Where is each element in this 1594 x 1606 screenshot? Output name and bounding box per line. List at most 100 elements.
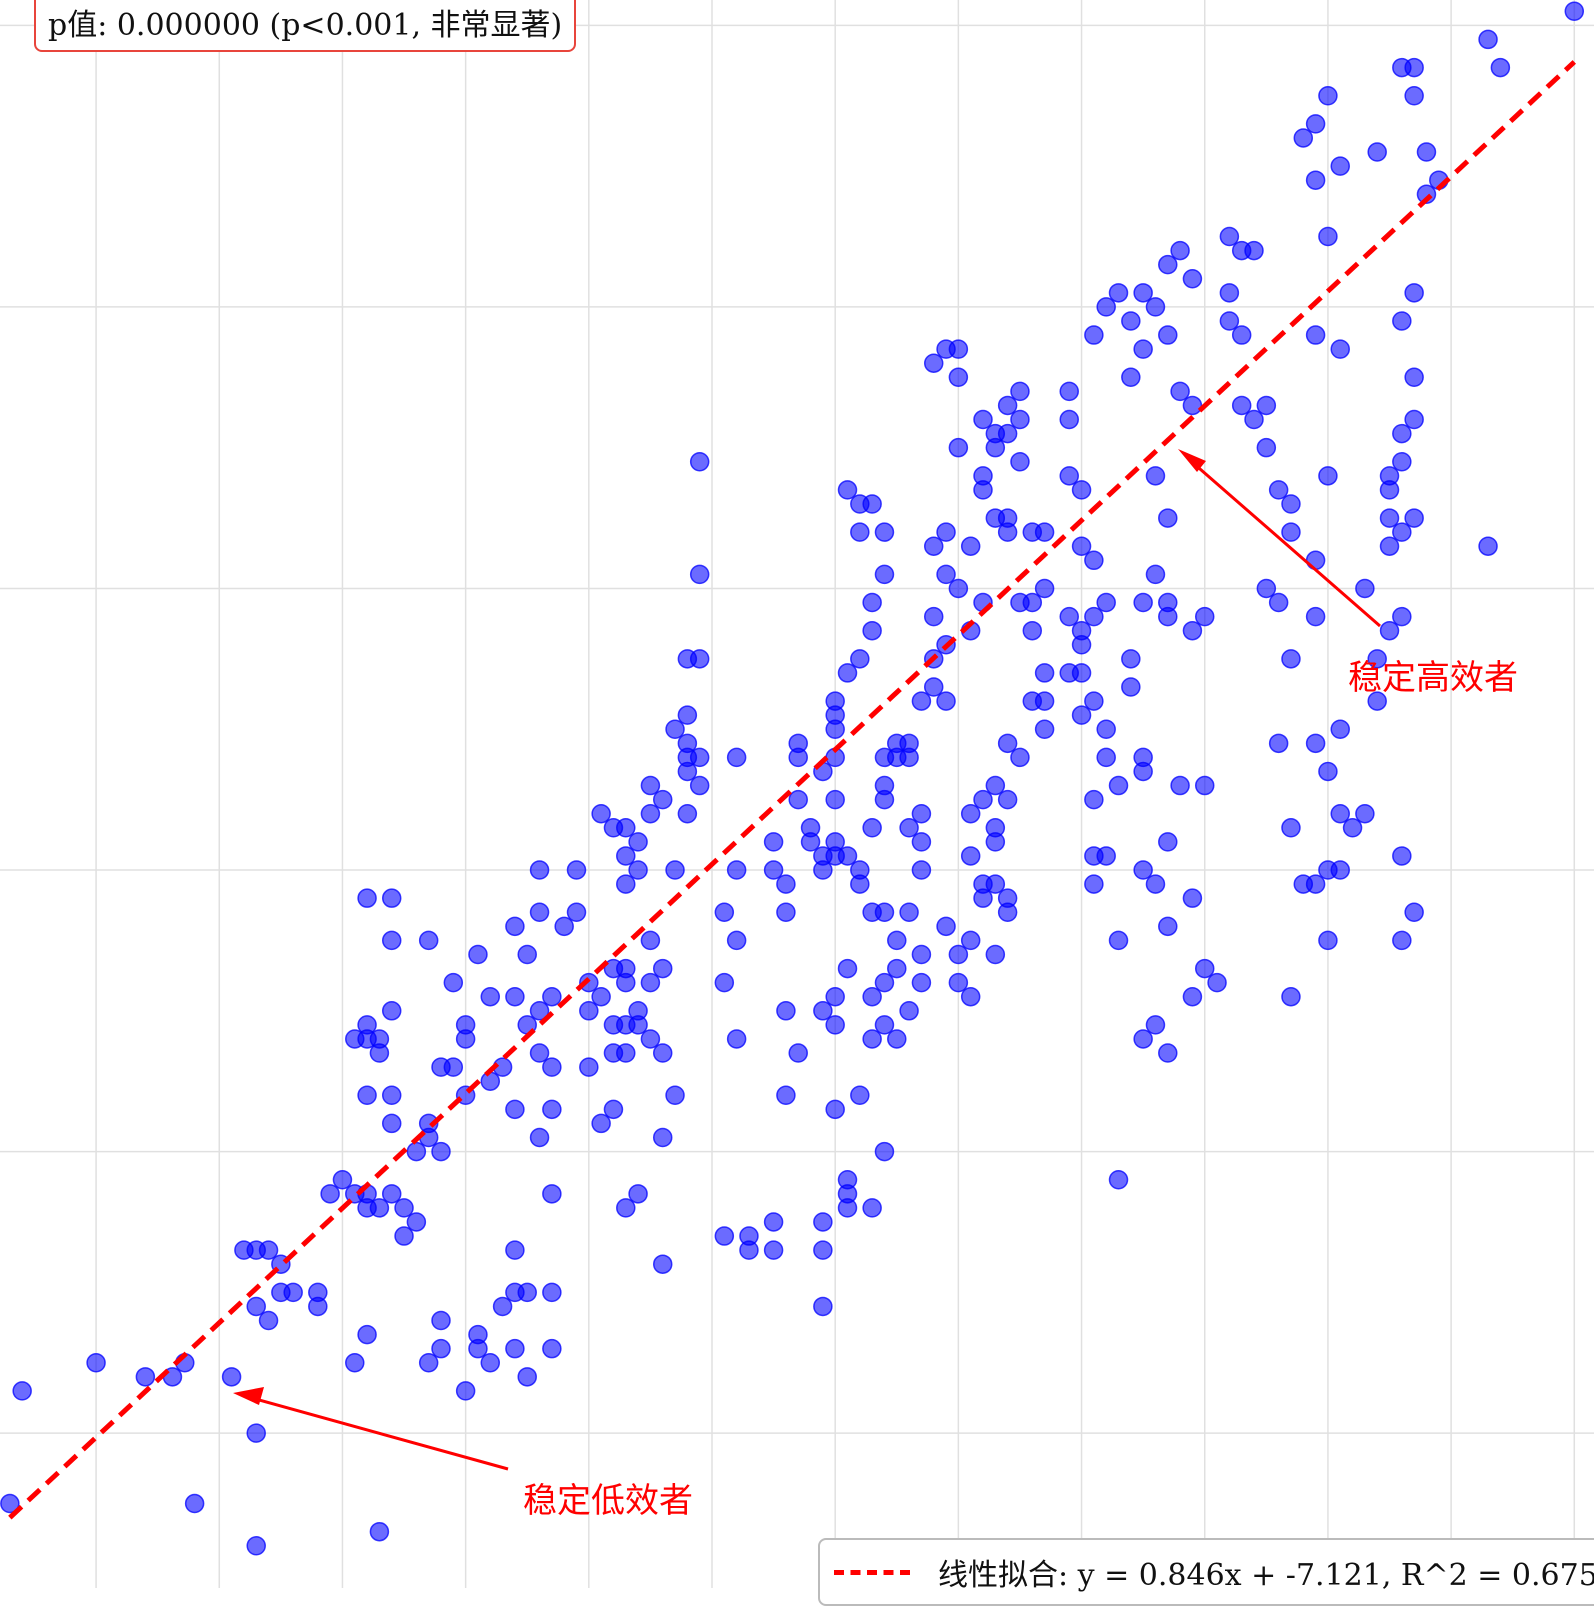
data-point	[357, 1324, 377, 1345]
data-point	[1158, 325, 1178, 345]
data-point	[1059, 381, 1079, 402]
data-point	[616, 1198, 636, 1218]
data-point	[1244, 409, 1264, 430]
data-point	[1392, 846, 1412, 866]
data-point	[640, 803, 661, 824]
data-point	[899, 747, 919, 768]
data-point	[677, 803, 698, 824]
data-point	[960, 803, 981, 824]
data-point	[837, 958, 858, 979]
data-point	[874, 1141, 895, 1162]
data-point	[887, 1029, 907, 1049]
data-point	[973, 789, 993, 810]
data-point	[973, 888, 993, 908]
data-point	[1305, 170, 1326, 190]
data-point	[1182, 268, 1203, 289]
data-point	[369, 1043, 390, 1063]
data-point	[985, 944, 1006, 965]
data-point	[652, 1254, 673, 1274]
data-point	[1268, 733, 1289, 754]
data-point	[406, 1141, 427, 1162]
data-point	[874, 972, 895, 993]
data-point	[1034, 578, 1055, 599]
data-point	[1219, 311, 1240, 331]
data-point	[1330, 719, 1350, 739]
data-point	[246, 1423, 266, 1443]
data-point	[431, 1141, 451, 1162]
data-point	[652, 1127, 673, 1148]
data-point	[1281, 818, 1301, 838]
data-point	[1133, 339, 1153, 359]
data-point	[1194, 775, 1215, 796]
legend-fit-label: 线性拟合: y = 0.846x + -7.121, R^2 = 0.675	[938, 1558, 1594, 1593]
data-point	[1305, 550, 1326, 571]
data-point	[985, 874, 1006, 894]
data-point	[640, 930, 661, 951]
data-point	[468, 1338, 488, 1359]
data-point	[936, 691, 956, 711]
data-point	[1318, 761, 1338, 782]
data-point	[776, 1085, 796, 1106]
data-point	[837, 663, 858, 683]
data-point	[874, 1015, 895, 1035]
data-point	[1170, 775, 1190, 796]
annotation-low-label: 稳定低效者	[523, 1481, 693, 1521]
data-point	[850, 522, 870, 542]
data-point	[320, 1184, 340, 1204]
data-point	[616, 1043, 636, 1063]
data-point	[86, 1353, 106, 1373]
data-point	[923, 353, 944, 373]
annotation-arrow-high	[1178, 449, 1381, 628]
data-point	[455, 1015, 476, 1035]
data-point	[480, 986, 501, 1007]
data-point	[1182, 986, 1203, 1007]
data-point	[813, 1240, 833, 1260]
data-point	[1281, 522, 1301, 542]
data-point	[997, 888, 1018, 908]
data-point	[1293, 128, 1314, 148]
data-point	[1034, 522, 1055, 542]
data-point	[948, 944, 969, 965]
data-point	[542, 1282, 562, 1303]
data-point	[579, 1001, 599, 1021]
data-point	[369, 1521, 390, 1542]
data-point	[492, 1296, 513, 1317]
data-point	[911, 832, 932, 852]
data-point	[911, 972, 932, 993]
data-point	[332, 1169, 353, 1190]
data-point	[1305, 114, 1326, 134]
data-point	[1478, 29, 1498, 50]
data-point	[1256, 578, 1277, 599]
data-point	[1121, 367, 1141, 388]
data-point	[517, 944, 537, 965]
data-point	[1564, 1, 1585, 22]
data-point	[1133, 283, 1153, 303]
data-point	[1219, 283, 1240, 303]
data-point	[1330, 860, 1350, 880]
data-point	[628, 860, 648, 880]
data-point	[628, 1015, 648, 1035]
data-point	[1194, 606, 1215, 627]
data-point	[1293, 874, 1314, 894]
data-point	[997, 733, 1018, 754]
data-point	[997, 395, 1018, 416]
data-point	[1182, 888, 1203, 908]
data-point	[1121, 649, 1141, 669]
data-point	[394, 1198, 414, 1218]
data-point	[813, 1212, 833, 1232]
data-point	[837, 846, 858, 866]
data-point	[665, 1085, 685, 1106]
data-point	[1392, 57, 1412, 78]
data-point	[652, 1043, 673, 1063]
data-point	[1231, 395, 1252, 416]
data-point	[1367, 649, 1387, 669]
data-point	[1404, 283, 1424, 303]
data-point	[862, 902, 882, 923]
data-point	[1256, 395, 1277, 416]
data-point	[1010, 381, 1030, 402]
data-point	[1071, 663, 1092, 683]
data-point	[418, 930, 439, 951]
data-point	[529, 1127, 550, 1148]
data-point	[505, 986, 525, 1007]
